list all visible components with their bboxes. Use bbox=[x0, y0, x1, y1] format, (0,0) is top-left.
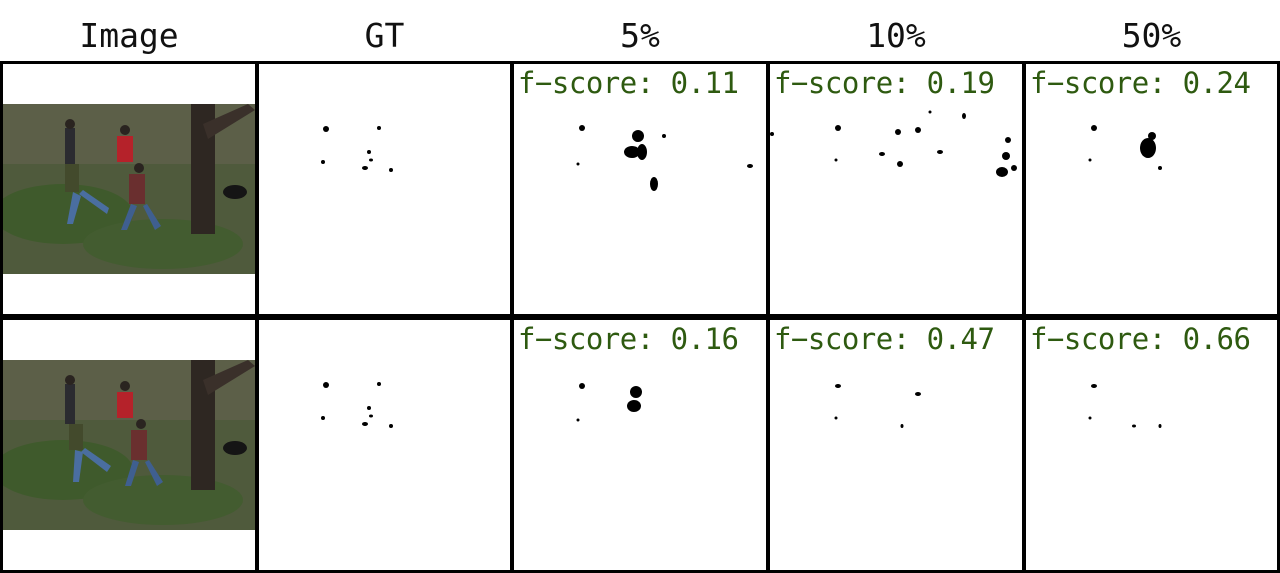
result-5-percent-row-1: f−score: 0.11 bbox=[514, 64, 766, 314]
input-image-row-1 bbox=[3, 64, 255, 314]
scene-photo bbox=[3, 104, 255, 274]
result-10-percent-row-2: f−score: 0.47 bbox=[770, 320, 1022, 570]
mask-5-percent-row-1 bbox=[576, 125, 753, 191]
mask-50-percent-row-2 bbox=[1088, 384, 1162, 428]
ground-truth-mask-row-1 bbox=[259, 64, 510, 314]
column-header-50-percent: 50% bbox=[1121, 16, 1182, 55]
f-score-50-percent-row-2: f−score: 0.66 bbox=[1030, 322, 1251, 356]
f-score-5-percent-row-2: f−score: 0.16 bbox=[518, 322, 739, 356]
ground-truth-mask-row-2 bbox=[259, 320, 510, 570]
scene-photo bbox=[3, 360, 255, 530]
mask-gt-row-1 bbox=[321, 126, 393, 172]
input-image-row-2 bbox=[3, 320, 255, 570]
results-grid: f−score: 0.11 f−score: 0.19 bbox=[0, 61, 1280, 573]
column-header-5-percent: 5% bbox=[620, 16, 660, 55]
f-score-10-percent-row-1: f−score: 0.19 bbox=[774, 66, 995, 100]
result-50-percent-row-2: f−score: 0.66 bbox=[1026, 320, 1277, 570]
f-score-5-percent-row-1: f−score: 0.11 bbox=[518, 66, 739, 100]
result-5-percent-row-2: f−score: 0.16 bbox=[514, 320, 766, 570]
mask-10-percent-row-2 bbox=[834, 384, 921, 428]
mask-5-percent-row-2 bbox=[576, 383, 642, 422]
result-10-percent-row-1: f−score: 0.19 bbox=[770, 64, 1022, 314]
column-header-image: Image bbox=[79, 16, 179, 55]
f-score-50-percent-row-1: f−score: 0.24 bbox=[1030, 66, 1251, 100]
column-header-10-percent: 10% bbox=[866, 16, 926, 55]
mask-10-percent-row-1 bbox=[770, 110, 1017, 177]
mask-gt-row-2 bbox=[321, 382, 393, 428]
column-header-gt: GT bbox=[364, 16, 405, 55]
f-score-10-percent-row-2: f−score: 0.47 bbox=[774, 322, 995, 356]
result-50-percent-row-1: f−score: 0.24 bbox=[1026, 64, 1277, 314]
mask-50-percent-row-1 bbox=[1088, 125, 1162, 170]
